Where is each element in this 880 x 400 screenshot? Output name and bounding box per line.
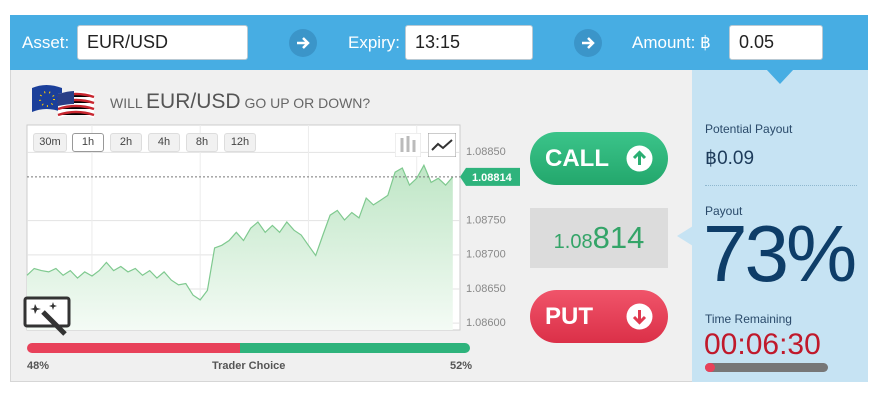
time-bar bbox=[705, 363, 828, 372]
timeframe-button[interactable]: 12h bbox=[224, 133, 256, 152]
price-box: 1.08814 bbox=[530, 208, 668, 268]
timeframe-button[interactable]: 30m bbox=[33, 133, 67, 152]
question-prefix: WILL bbox=[110, 95, 143, 111]
timeframe-button[interactable]: 2h bbox=[110, 133, 142, 152]
timeframe-button[interactable]: 8h bbox=[186, 133, 218, 152]
question: WILL EUR/USD GO UP OR DOWN? bbox=[110, 90, 370, 114]
pointer bbox=[677, 226, 693, 246]
timeframe-button[interactable]: 4h bbox=[148, 133, 180, 152]
question-asset: EUR/USD bbox=[146, 90, 241, 113]
current-price-tag bbox=[460, 167, 520, 186]
potential-payout: ฿0.09 bbox=[705, 148, 755, 169]
sentiment-title: Trader Choice bbox=[212, 360, 286, 372]
price-part: 1.08 bbox=[553, 231, 593, 253]
time-bar-fill bbox=[705, 363, 715, 372]
pointer bbox=[766, 69, 794, 84]
sentiment-bar bbox=[27, 343, 240, 353]
flag-icon bbox=[32, 85, 95, 118]
y-tick-label: 1.08650 bbox=[466, 283, 506, 295]
payout-label: Payout bbox=[705, 204, 743, 218]
current-price: 1.08814 bbox=[554, 220, 645, 255]
y-tick-label: 1.08850 bbox=[466, 146, 506, 158]
right-panel bbox=[692, 70, 868, 382]
sentiment-bar bbox=[239, 343, 470, 353]
amount-input[interactable]: 0.05 bbox=[729, 25, 823, 60]
potential-payout-label: Potential Payout bbox=[705, 122, 793, 136]
sentiment-right-label: 52% bbox=[450, 360, 473, 372]
call-button[interactable]: CALL bbox=[530, 132, 668, 185]
put-button[interactable]: PUT bbox=[530, 290, 668, 343]
y-tick-label: 1.08600 bbox=[466, 317, 506, 329]
area bbox=[27, 165, 453, 330]
current-price-label: 1.08814 bbox=[472, 172, 513, 184]
timeframe-button[interactable]: 1h bbox=[72, 133, 104, 152]
candle-toggle[interactable] bbox=[395, 133, 421, 157]
time-remaining: 00:06:30 bbox=[704, 328, 821, 361]
price-chart: 1.086001.086501.087001.087501.0885012:15… bbox=[26, 124, 520, 331]
line bbox=[26, 163, 454, 301]
next-arrow[interactable] bbox=[574, 29, 602, 57]
y-tick-label: 1.08750 bbox=[466, 215, 506, 227]
time-remaining-label: Time Remaining bbox=[705, 312, 792, 326]
asset-label: Asset: bbox=[22, 33, 70, 52]
put-label: PUT bbox=[545, 303, 593, 330]
expiry-input[interactable]: 13:15 bbox=[405, 25, 533, 60]
y-tick-label: 1.08700 bbox=[466, 249, 506, 261]
next-arrow[interactable] bbox=[289, 29, 317, 57]
expiry-label: Expiry: bbox=[348, 33, 400, 52]
asset-input[interactable]: EUR/USD bbox=[77, 25, 248, 60]
sentiment-left-label: 48% bbox=[27, 360, 50, 372]
separator bbox=[705, 185, 857, 186]
question-suffix: GO UP OR DOWN? bbox=[244, 95, 371, 111]
price-part: 814 bbox=[592, 220, 645, 255]
wand-icon[interactable] bbox=[23, 296, 75, 338]
call-label: CALL bbox=[545, 145, 609, 172]
payout: 73% bbox=[703, 209, 857, 298]
line-toggle[interactable] bbox=[428, 133, 456, 157]
amount-label: Amount: ฿ bbox=[632, 33, 711, 52]
